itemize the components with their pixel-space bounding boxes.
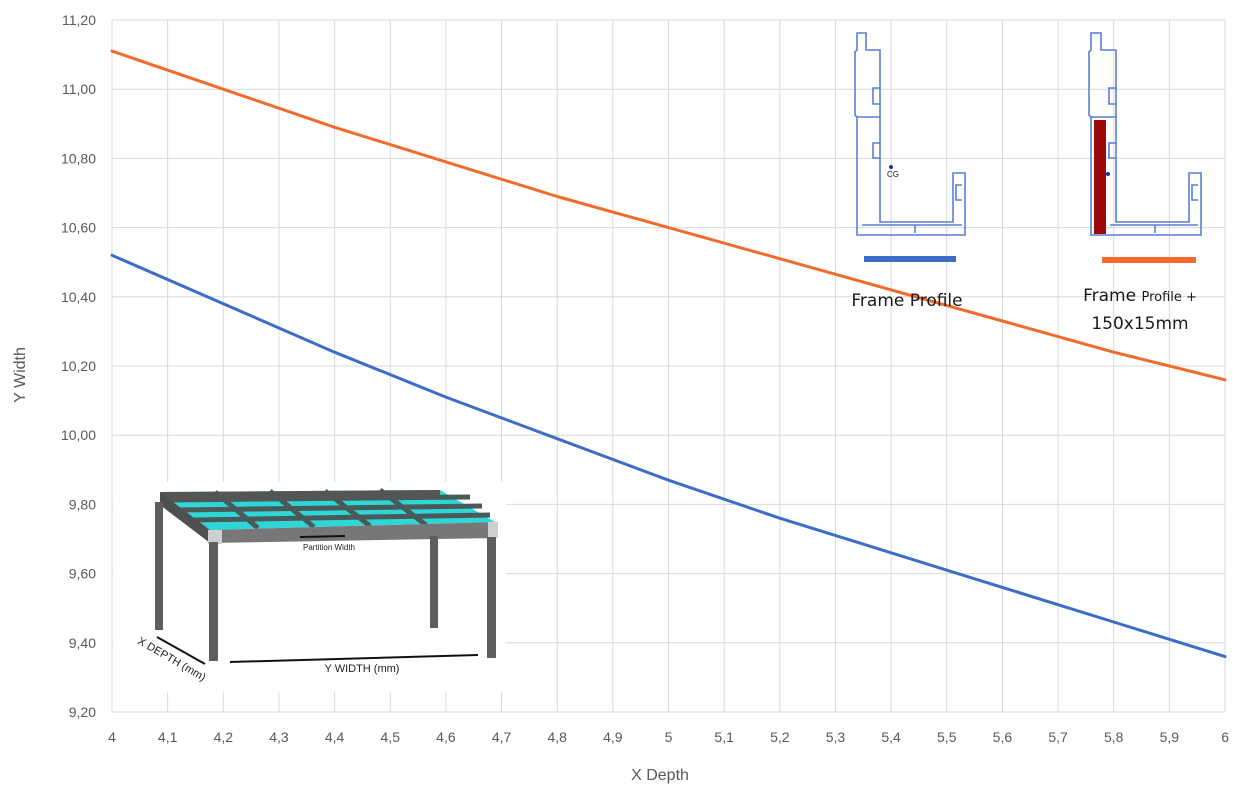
cg-label: CG (887, 170, 899, 179)
x-tick-label: 4,3 (269, 729, 289, 745)
x-tick-label: 6 (1221, 729, 1229, 745)
leg-front-right (487, 537, 496, 658)
y-tick-label: 10,00 (61, 427, 96, 443)
x-tick-label: 4,9 (603, 729, 623, 745)
legend-label-main: Frame (1083, 286, 1141, 306)
frame-profile-diagram (854, 32, 966, 236)
x-tick-label: 4,5 (381, 729, 401, 745)
series-lines (110, 49, 1227, 659)
leg-front-left (209, 542, 218, 661)
x-tick-label: 5,4 (881, 729, 901, 745)
x-tick-label: 5,1 (714, 729, 734, 745)
y-tick-label: 10,20 (61, 358, 96, 374)
y-tick-label: 10,40 (61, 289, 96, 305)
x-tick-label: 5,7 (1048, 729, 1068, 745)
x-tick-label: 4 (108, 729, 116, 745)
y-axis-title: Y Width (12, 347, 29, 403)
partition-width-marker (299, 535, 346, 538)
legend-label-frame-profile-plus: Frame Profile + (1083, 286, 1197, 306)
frame-back-beam (160, 490, 440, 500)
corner-bracket-left (208, 530, 222, 544)
y-tick-labels: 9,20 9,40 9,60 9,80 10,00 10,20 10,40 10,60 10,8… (61, 12, 96, 720)
x-tick-label: 5,5 (937, 729, 957, 745)
cg-marker-2 (1106, 172, 1110, 176)
frame-3d-illustration: Partition Width X DEPTH (mm) Y WIDTH (mm… (113, 482, 506, 692)
y-tick-label: 10,60 (61, 220, 96, 236)
series-line-frame-profile-plus (110, 49, 1227, 382)
y-tick-label: 9,40 (69, 635, 96, 651)
y-tick-label: 11,20 (62, 12, 96, 28)
x-tick-label: 5,2 (770, 729, 790, 745)
x-axis-title: X Depth (631, 767, 689, 784)
legend-label-line2: 150x15mm (1091, 314, 1188, 334)
y-tick-label: 9,20 (69, 704, 96, 720)
x-tick-label: 5 (665, 729, 673, 745)
y-tick-label: 11,00 (62, 81, 96, 97)
series-line-frame-profile (110, 253, 1227, 659)
cg-marker (889, 165, 893, 169)
y-tick-label: 10,80 (61, 150, 96, 166)
x-tick-label: 5,8 (1104, 729, 1124, 745)
frame-front-beam (210, 522, 495, 543)
x-tick-label: 4,8 (547, 729, 567, 745)
leg-back-right (430, 536, 438, 628)
frame-side-beam (160, 492, 210, 543)
legend-label-frame-profile: Frame Profile (851, 291, 962, 311)
y-tick-label: 9,80 (69, 496, 96, 512)
y-tick-label: 9,60 (69, 566, 96, 582)
x-tick-labels: 4 4,1 4,2 4,3 4,4 4,5 4,6 4,7 4,8 4,9 5 5,1 5,2 5,3 5,… (108, 729, 1229, 745)
x-tick-label: 4,7 (492, 729, 512, 745)
x-tick-label: 5,6 (993, 729, 1013, 745)
leg-back-left (155, 502, 163, 630)
frame-profile-plus-diagram (1088, 32, 1202, 236)
x-tick-label: 4,6 (436, 729, 456, 745)
y-width-marker (229, 654, 479, 663)
legend-label-small: Profile + (1141, 290, 1196, 305)
x-tick-label: 4,2 (214, 729, 234, 745)
partition-width-label: Partition Width (303, 543, 355, 552)
y-width-label: Y WIDTH (mm) (325, 663, 400, 675)
corner-bracket-right (488, 522, 498, 538)
x-tick-label: 4,4 (325, 729, 345, 745)
legend-frame-profile: CG Frame Profile (851, 32, 966, 311)
reinforcement-plate (1094, 120, 1106, 234)
x-tick-label: 4,1 (158, 729, 178, 745)
x-tick-label: 5,9 (1160, 729, 1180, 745)
legend-frame-profile-plus: Frame Profile + 150x15mm (1083, 32, 1202, 334)
x-tick-label: 5,3 (826, 729, 846, 745)
x-depth-marker (156, 636, 206, 665)
